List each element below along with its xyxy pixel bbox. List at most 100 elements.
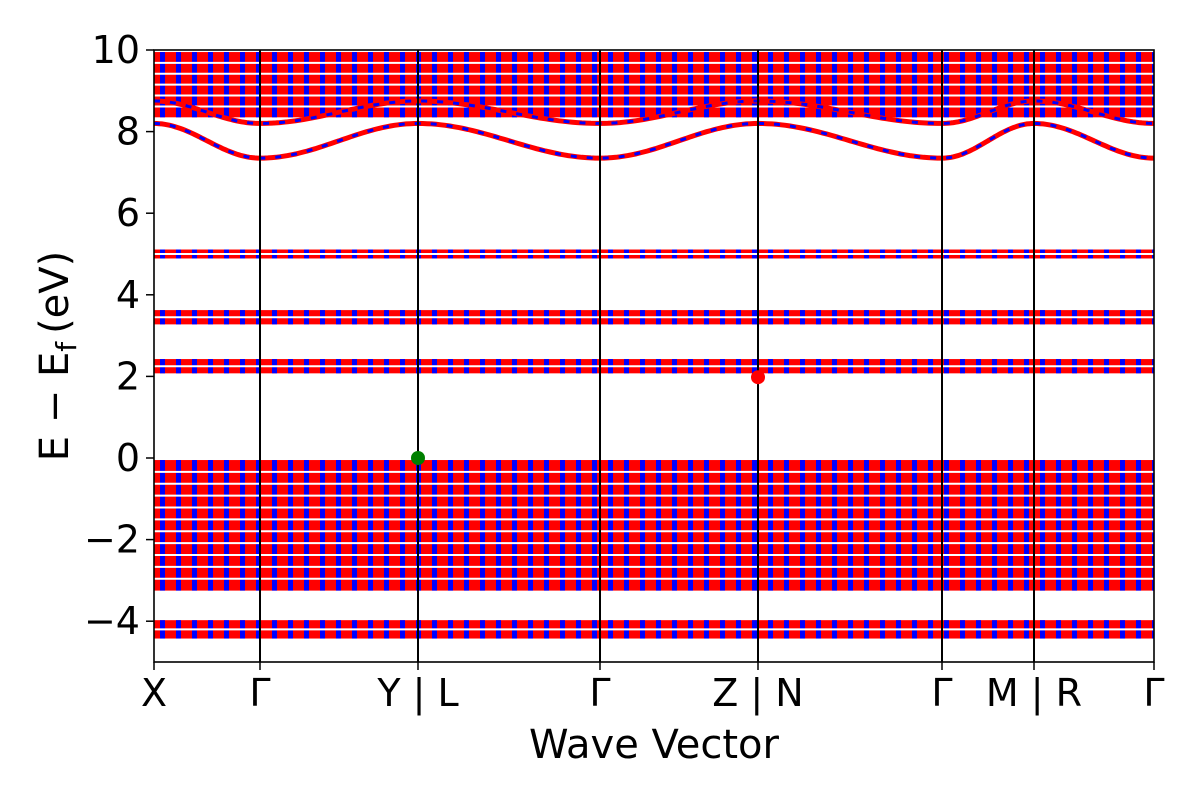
band-stripe: [544, 460, 549, 591]
band-stripe: [1120, 460, 1125, 591]
band-stripe: [528, 460, 533, 591]
band-stripe: [784, 460, 789, 591]
band-stripe: [400, 460, 405, 591]
band-stripe: [272, 460, 277, 591]
y-tick-label: 4: [116, 273, 140, 317]
band-stripe: [608, 460, 613, 591]
band-stripe: [944, 460, 949, 591]
y-tick-label: 2: [116, 354, 140, 398]
band-stripe: [864, 460, 869, 591]
y-tick-label: 10: [92, 28, 140, 72]
y-tick-label: 0: [116, 436, 140, 480]
y-axis-ticks: 10 8 6 4 2 0 −2 −4: [84, 28, 154, 643]
cbm-marker: [751, 370, 765, 385]
band-stripe: [512, 460, 517, 591]
band-stripe: [976, 460, 981, 591]
band-stripe: [928, 460, 933, 591]
band-stripe: [848, 460, 853, 591]
y-axis-title: E − Ef (eV): [32, 251, 83, 462]
band-stripe: [464, 460, 469, 591]
y-axis-title-main: E − E: [32, 352, 78, 462]
band-group-4: [154, 620, 1154, 639]
band-stripe: [288, 460, 293, 591]
band-stripe: [720, 460, 725, 591]
band-stripe: [880, 460, 885, 591]
band-stripe: [656, 460, 661, 591]
band-stripe: [336, 460, 341, 591]
band-stripe: [256, 460, 261, 591]
dispersive-band-overlay-1: [154, 99, 1154, 125]
band-stripe: [1040, 460, 1045, 591]
band-stripe: [1136, 460, 1141, 591]
dispersive-band-0: [154, 120, 1154, 161]
y-tick-label: −4: [84, 599, 140, 643]
bands-layer: [154, 52, 1154, 639]
band-stripe: [704, 460, 709, 591]
band-stripe: [496, 460, 501, 591]
band-stripe: [560, 460, 565, 591]
band-stripe: [1008, 460, 1013, 591]
band-stripe: [432, 460, 437, 591]
band-stripe: [896, 460, 901, 591]
band-stripe: [960, 460, 965, 591]
band-stripe: [768, 460, 773, 591]
x-tick-label: Y | L: [376, 671, 458, 716]
band-stripe: [224, 460, 229, 591]
band-group-3: [154, 460, 1154, 591]
band-stripe: [816, 460, 821, 591]
x-tick-label: Γ: [589, 671, 610, 715]
band-stripe: [240, 460, 245, 591]
x-tick-label: M | R: [986, 671, 1082, 716]
band-stripe: [1072, 460, 1077, 591]
band-stripe: [320, 460, 325, 591]
band-stripe: [672, 460, 677, 591]
band-stripe: [176, 460, 181, 591]
band-stripe: [304, 460, 309, 591]
band-stripe: [912, 460, 917, 591]
band-stripe: [448, 460, 453, 591]
band-stripe: [160, 460, 165, 591]
band-stripe: [736, 460, 741, 591]
band-group-2: [154, 359, 1154, 374]
band-stripe: [480, 460, 485, 591]
band-stripe: [1152, 460, 1154, 591]
x-axis-title: Wave Vector: [529, 722, 780, 768]
band-stripe: [832, 460, 837, 591]
band-stripe: [688, 460, 693, 591]
band-stripe: [592, 460, 597, 591]
band-stripe: [1024, 460, 1029, 591]
band-stripe: [368, 460, 373, 591]
band-stripe: [992, 460, 997, 591]
high-symmetry-lines: [259, 50, 1035, 662]
y-axis-title-subscript: f: [50, 341, 83, 352]
band-stripe: [640, 460, 645, 591]
x-axis-ticks: X Γ Y | L Γ Z | N Γ M | R Γ: [141, 662, 1165, 716]
y-axis-title-unit: (eV): [32, 251, 78, 334]
band-stripe: [752, 460, 757, 591]
band-stripe: [800, 460, 805, 591]
band-stripe: [576, 460, 581, 591]
band-stripe: [1056, 460, 1061, 591]
x-tick-label: X: [141, 671, 167, 715]
x-tick-label: Γ: [931, 671, 952, 715]
vbm-marker: [411, 451, 425, 465]
band-stripe: [208, 460, 213, 591]
band-stripe: [1104, 460, 1109, 591]
band-stripe: [1088, 460, 1093, 591]
band-group-0: [154, 249, 1154, 259]
plot-frame: [153, 49, 1155, 663]
x-tick-label: Γ: [1143, 671, 1164, 715]
y-tick-label: −2: [84, 518, 140, 562]
band-group-1: [154, 310, 1154, 325]
y-tick-label: 6: [116, 191, 140, 235]
band-edge-markers: [411, 370, 765, 465]
y-tick-label: 8: [116, 110, 140, 154]
band-stripe: [624, 460, 629, 591]
x-tick-label: Z | N: [712, 671, 803, 716]
band-stripe: [384, 460, 389, 591]
band-stripe: [192, 460, 197, 591]
band-group-upper: [154, 52, 1154, 118]
x-tick-label: Γ: [249, 671, 270, 715]
band-stripe: [352, 460, 357, 591]
